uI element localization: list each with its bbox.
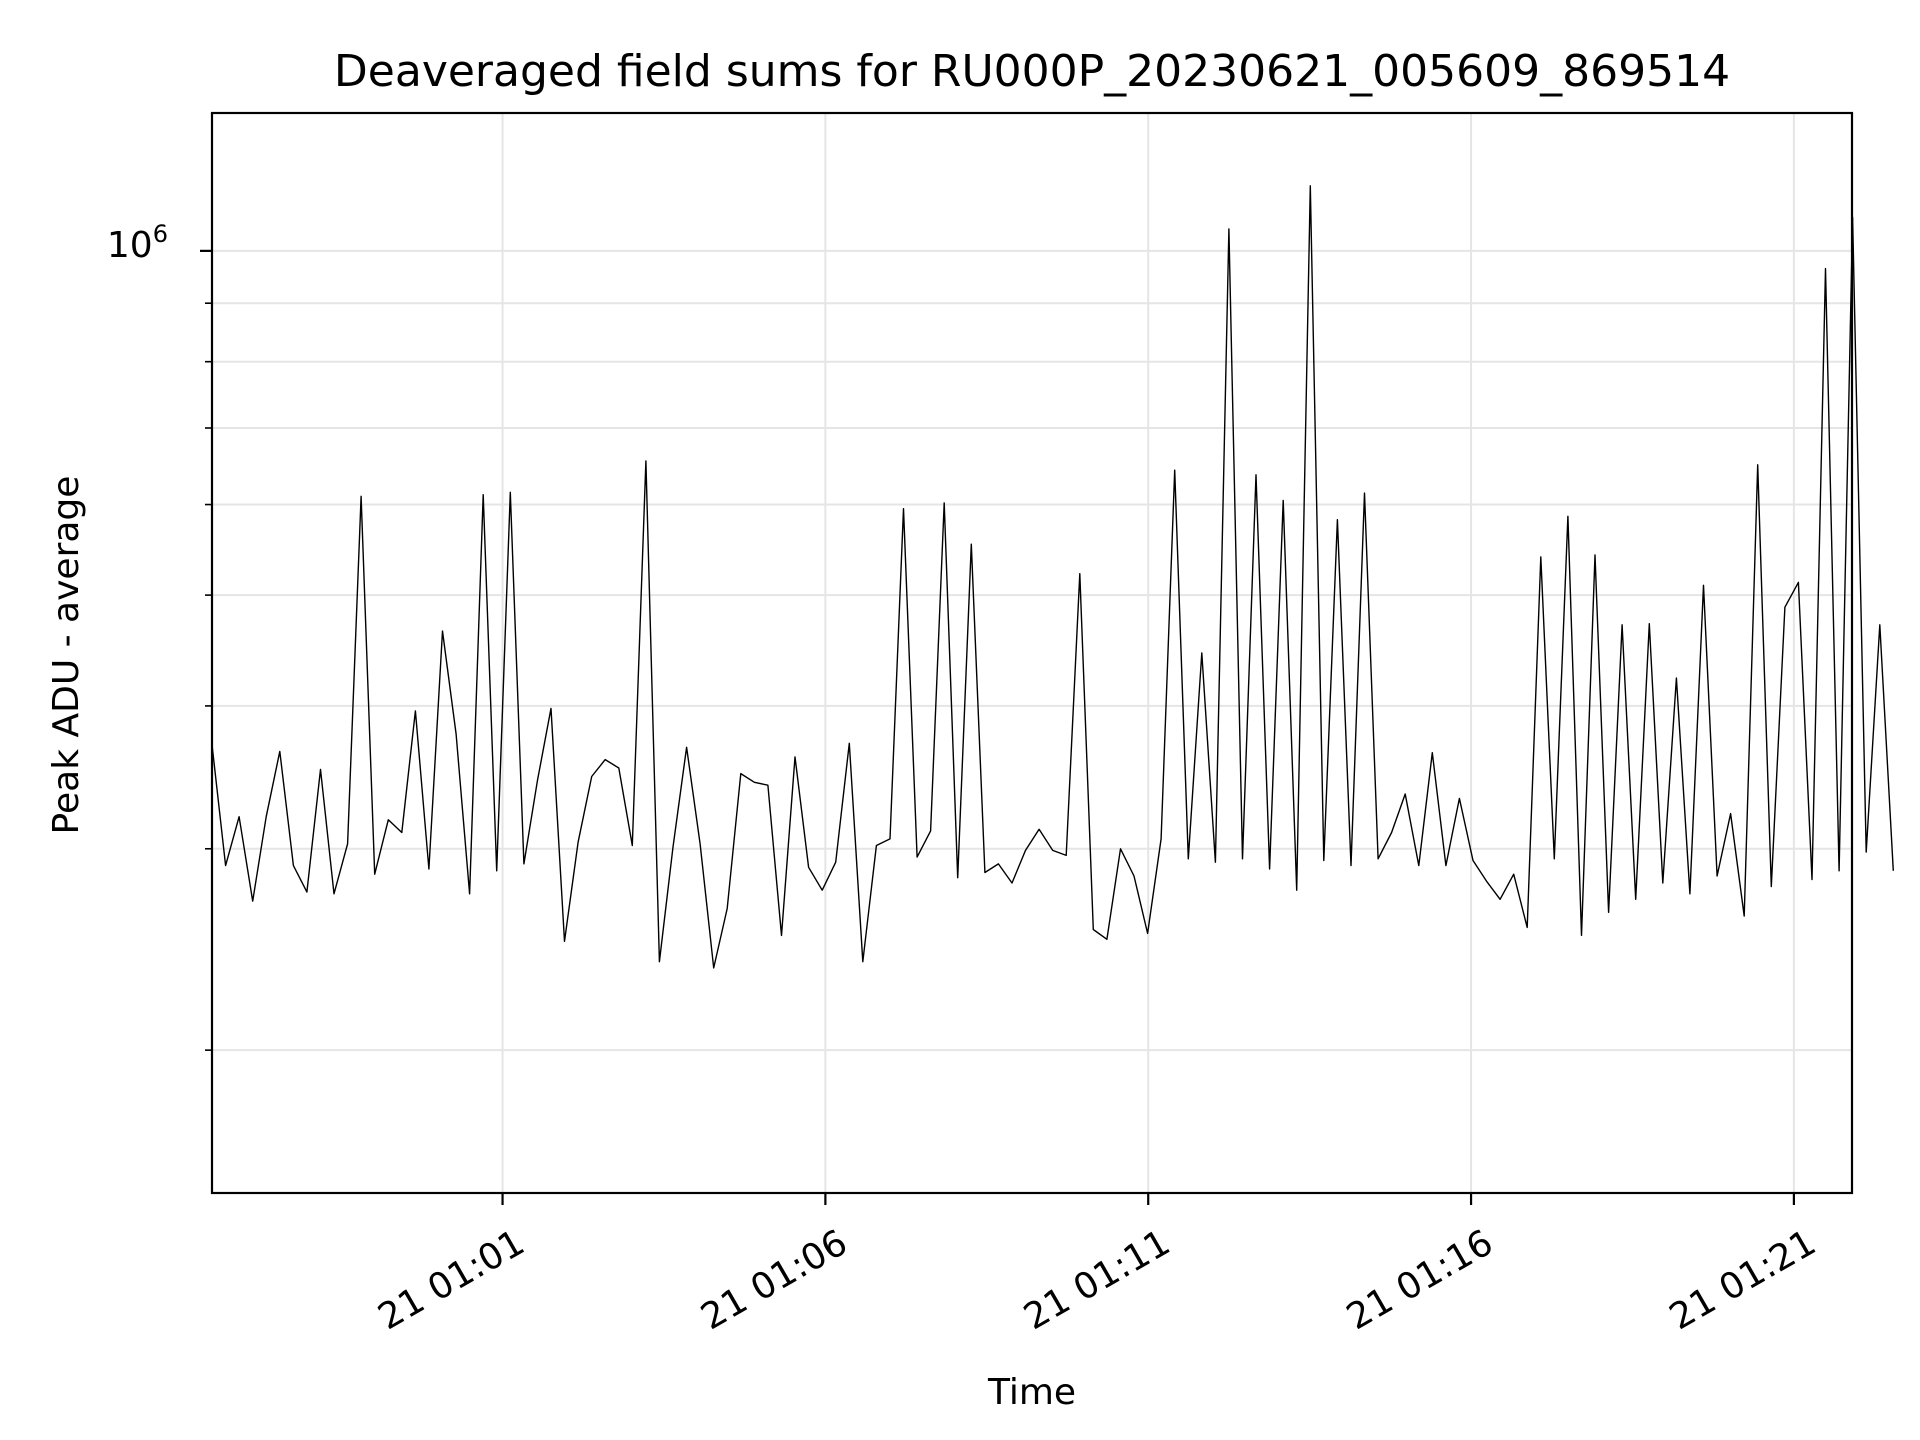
y-tick-label-1e6: 106	[107, 220, 168, 266]
series-line	[211, 185, 1894, 969]
plot-frame	[210, 111, 1854, 1195]
x-axis-label: Time	[987, 1372, 1076, 1413]
y-axis-label: Peak ADU - average	[46, 476, 87, 835]
grid	[212, 113, 1852, 1193]
chart-title: Deaveraged field sums for RU000P_2023062…	[334, 46, 1730, 97]
